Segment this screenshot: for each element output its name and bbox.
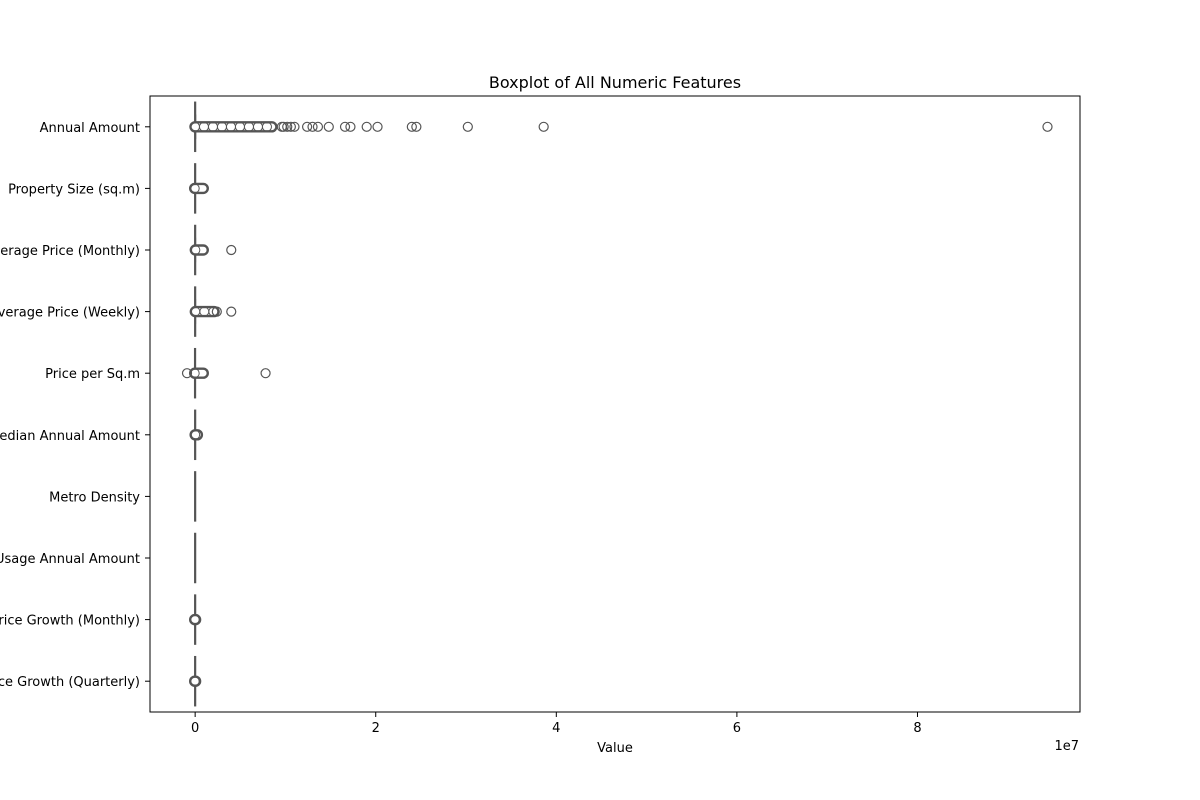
outlier-point bbox=[282, 121, 293, 132]
outlier-point bbox=[189, 676, 200, 687]
outlier-point bbox=[462, 121, 473, 132]
outlier-point bbox=[1042, 121, 1053, 132]
y-tick-label: Price Growth (Quarterly) bbox=[0, 675, 140, 690]
outlier-point bbox=[285, 121, 296, 132]
outlier-cluster bbox=[189, 244, 209, 256]
x-tick-label: 2 bbox=[372, 721, 380, 736]
y-tick-label: Property Size (sq.m) bbox=[8, 182, 140, 197]
y-tick-label: Average Price (Monthly) bbox=[0, 244, 140, 259]
outlier-point bbox=[307, 121, 318, 132]
outlier-point bbox=[323, 121, 334, 132]
outlier-point bbox=[181, 368, 193, 379]
outlier-point bbox=[302, 121, 313, 132]
outlier-point bbox=[411, 121, 422, 132]
y-tick-label: Annual Amount bbox=[40, 121, 140, 136]
outlier-point bbox=[406, 121, 417, 132]
x-axis-offset-label: 1e7 bbox=[1054, 739, 1079, 754]
y-tick-label: Median Annual Amount bbox=[0, 429, 140, 444]
outlier-point bbox=[189, 183, 200, 194]
outlier-point bbox=[278, 121, 289, 132]
x-tick-label: 4 bbox=[552, 721, 560, 736]
outlier-point bbox=[372, 121, 383, 132]
outlier-point bbox=[189, 614, 200, 625]
y-tick-label: Metro Density bbox=[49, 490, 140, 505]
x-tick-label: 6 bbox=[733, 721, 741, 736]
axes-layer: 0 2 4 6 8 Annual Amount Property Size (sq.m) Av… bbox=[0, 95, 1081, 736]
outlier-point bbox=[208, 306, 219, 317]
plot-frame bbox=[149, 95, 1081, 713]
outlier-point bbox=[190, 245, 201, 255]
chart-title: Boxplot of All Numeric Features bbox=[489, 73, 741, 92]
outlier-point bbox=[361, 121, 372, 132]
x-tick-label: 0 bbox=[191, 721, 199, 736]
outlier-point bbox=[345, 121, 356, 132]
y-tick-label: Price Growth (Monthly) bbox=[0, 614, 140, 629]
y-tick-label: Price per Sq.m bbox=[45, 367, 140, 382]
x-axis-label: Value bbox=[597, 741, 633, 756]
outlier-point bbox=[538, 121, 549, 132]
outlier-point bbox=[312, 121, 324, 132]
outlier-point bbox=[261, 121, 272, 132]
y-tick-label: Average Price (Weekly) bbox=[0, 306, 140, 321]
y-tick-label: Usage Annual Amount bbox=[0, 552, 140, 567]
outlier-point bbox=[190, 429, 201, 440]
boxes-layer bbox=[181, 101, 1053, 707]
outlier-point bbox=[260, 368, 271, 379]
outlier-point bbox=[339, 121, 351, 132]
outlier-point bbox=[189, 368, 200, 379]
outlier-point bbox=[226, 244, 237, 256]
outlier-point bbox=[226, 306, 237, 317]
outlier-point bbox=[289, 121, 300, 132]
x-tick-label: 8 bbox=[913, 721, 921, 736]
outlier-point bbox=[211, 306, 222, 317]
